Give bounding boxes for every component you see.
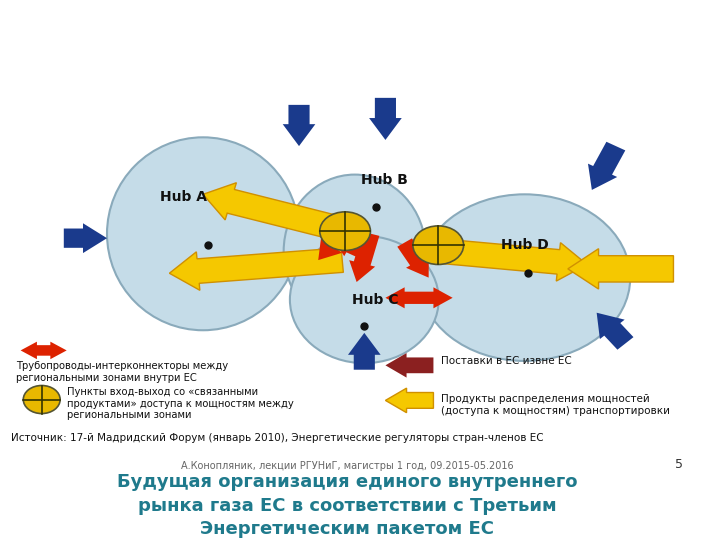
Polygon shape [349,232,379,282]
Ellipse shape [413,226,464,265]
Polygon shape [568,249,673,289]
Polygon shape [64,223,107,253]
Polygon shape [385,388,433,413]
Ellipse shape [290,236,438,363]
Polygon shape [283,105,315,146]
Text: Будущая организация единого внутреннего
рынка газа ЕС в соответствии с Третьим
Э: Будущая организация единого внутреннего … [117,473,577,538]
Polygon shape [588,142,625,190]
Text: Пункты вход-выход со «связанными
продуктами» доступа к мощностям между
региональ: Пункты вход-выход со «связанными продукт… [67,387,294,421]
Ellipse shape [284,174,426,328]
Polygon shape [318,222,354,260]
Polygon shape [203,183,346,241]
Polygon shape [385,287,453,308]
Polygon shape [597,313,634,350]
Text: Hub C: Hub C [352,293,398,307]
Ellipse shape [419,194,630,361]
Polygon shape [369,98,402,140]
Text: Трубопроводы-интерконнекторы между
региональными зонами внутри ЕС: Трубопроводы-интерконнекторы между регио… [16,361,228,382]
Polygon shape [441,239,587,281]
Polygon shape [169,248,343,291]
Ellipse shape [107,137,299,330]
Text: А.Конопляник, лекции РГУНиГ, магистры 1 год, 09.2015-05.2016: А.Конопляник, лекции РГУНиГ, магистры 1 … [181,461,513,470]
Text: Поставки в ЕС извне ЕС: Поставки в ЕС извне ЕС [441,356,572,366]
Text: 5: 5 [675,457,683,470]
Text: Hub B: Hub B [361,173,408,187]
Text: Hub D: Hub D [500,238,549,252]
Polygon shape [385,353,433,377]
Text: Hub A: Hub A [160,190,207,204]
Ellipse shape [320,212,371,251]
Polygon shape [333,236,365,258]
Text: Источник: 17-й Мадридский Форум (январь 2010), Энергетические регуляторы стран-ч: Источник: 17-й Мадридский Форум (январь … [11,433,544,443]
Polygon shape [397,238,429,278]
Ellipse shape [23,386,60,414]
Polygon shape [348,333,381,370]
Polygon shape [21,342,67,359]
Text: Продукты распределения мощностей
(доступа к мощностям) транспортировки: Продукты распределения мощностей (доступ… [441,394,670,416]
